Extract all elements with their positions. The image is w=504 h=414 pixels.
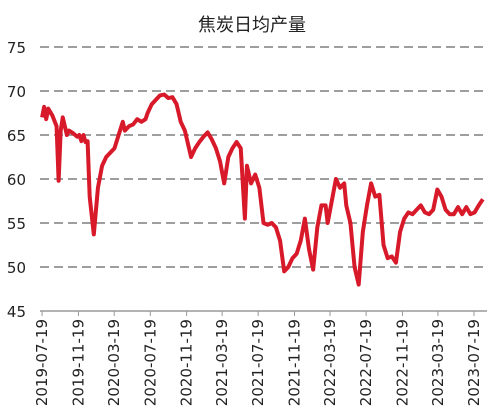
x-tick-label: 2021-11-19 [286,319,304,406]
y-tick-label: 55 [7,215,26,233]
x-tick-label: 2020-07-19 [141,319,159,406]
y-tick-label: 45 [7,303,26,321]
y-tick-label: 75 [7,39,26,57]
x-tick-label: 2023-03-19 [429,319,447,406]
x-tick-label: 2022-11-19 [393,319,411,406]
x-tick-label: 2019-11-19 [69,319,87,406]
y-tick-label: 65 [7,127,26,145]
y-tick-label: 50 [7,259,26,277]
x-tick-label: 2021-07-19 [249,319,267,406]
data-line [40,92,485,287]
chart-title: 焦炭日均产量 [198,15,306,36]
x-tick-label: 2019-07-19 [33,319,51,406]
x-tick-label: 2023-07-19 [465,319,483,406]
x-tick-label: 2020-11-19 [178,319,196,406]
y-tick-label: 60 [7,171,26,189]
x-tick-label: 2020-03-19 [105,319,123,406]
x-tick-label: 2021-03-19 [213,319,231,406]
x-tick-label: 2022-07-19 [357,319,375,406]
y-tick-label: 70 [7,83,26,101]
x-tick-label: 2022-03-19 [321,319,339,406]
